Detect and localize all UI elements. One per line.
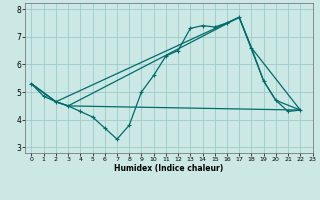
X-axis label: Humidex (Indice chaleur): Humidex (Indice chaleur) <box>114 164 224 173</box>
